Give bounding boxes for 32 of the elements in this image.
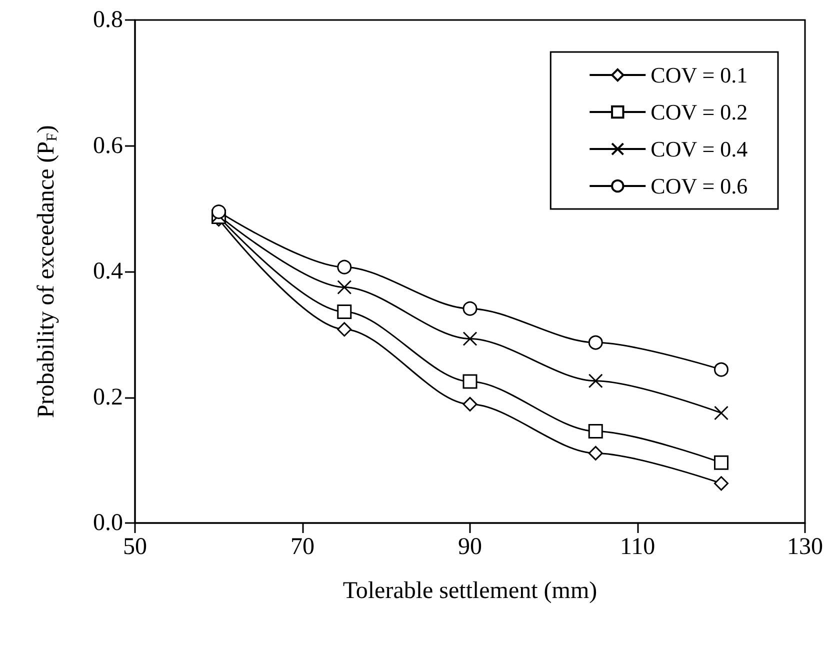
y-tick-label: 0.8 (93, 7, 123, 33)
x-tick-label: 130 (787, 534, 823, 560)
point (588, 424, 603, 438)
legend-label: COV = 0.6 (650, 174, 748, 198)
y-tick-label: 0.0 (93, 510, 123, 536)
point (588, 374, 603, 388)
point (337, 260, 352, 274)
x-tick-label: 90 (458, 534, 482, 560)
y-tick-label: 0.2 (93, 384, 123, 410)
point (462, 396, 478, 412)
point (462, 332, 478, 346)
point (462, 301, 478, 316)
x-tick-label: 50 (123, 534, 147, 560)
point (337, 280, 352, 294)
point (714, 362, 728, 377)
x-tick-label: 70 (290, 534, 314, 560)
point (588, 335, 603, 350)
point (337, 322, 352, 337)
point (212, 204, 226, 220)
x-axis-title: Tolerable settlement (mm) (342, 578, 598, 604)
point (462, 374, 478, 389)
point (714, 476, 728, 491)
legend-label: COV = 0.2 (650, 100, 748, 124)
point (714, 455, 728, 470)
y-tick-label: 0.4 (93, 258, 123, 284)
point (588, 446, 603, 460)
legend-label: COV = 0.4 (650, 136, 748, 162)
legend-label: COV = 0.1 (650, 62, 748, 88)
point (337, 304, 352, 319)
y-tick-label: 0.6 (93, 132, 123, 159)
y-axis-title: Probability of exceedance (PF) (34, 125, 60, 418)
x-tick-label: 110 (620, 534, 656, 560)
